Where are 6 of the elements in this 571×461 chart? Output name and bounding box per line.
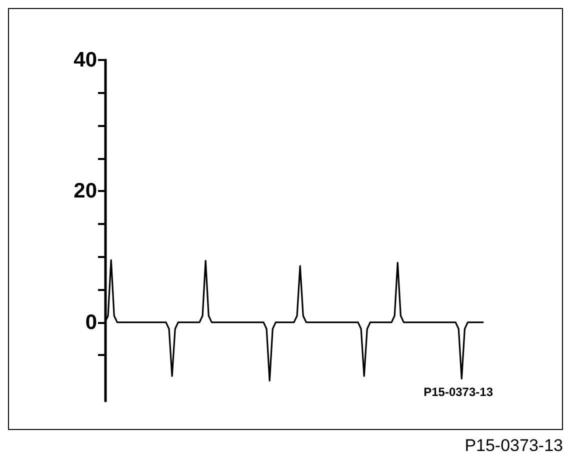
y-tick-label: 40 [74,48,97,72]
annotation: P15-0373-13 [424,385,494,399]
y-tick-label: 0 [85,310,97,334]
frame-border: P15-0373-13 0 20 40 [8,8,563,430]
text: P15-0373-13 [464,436,563,456]
y-tick-label: 20 [74,180,97,203]
